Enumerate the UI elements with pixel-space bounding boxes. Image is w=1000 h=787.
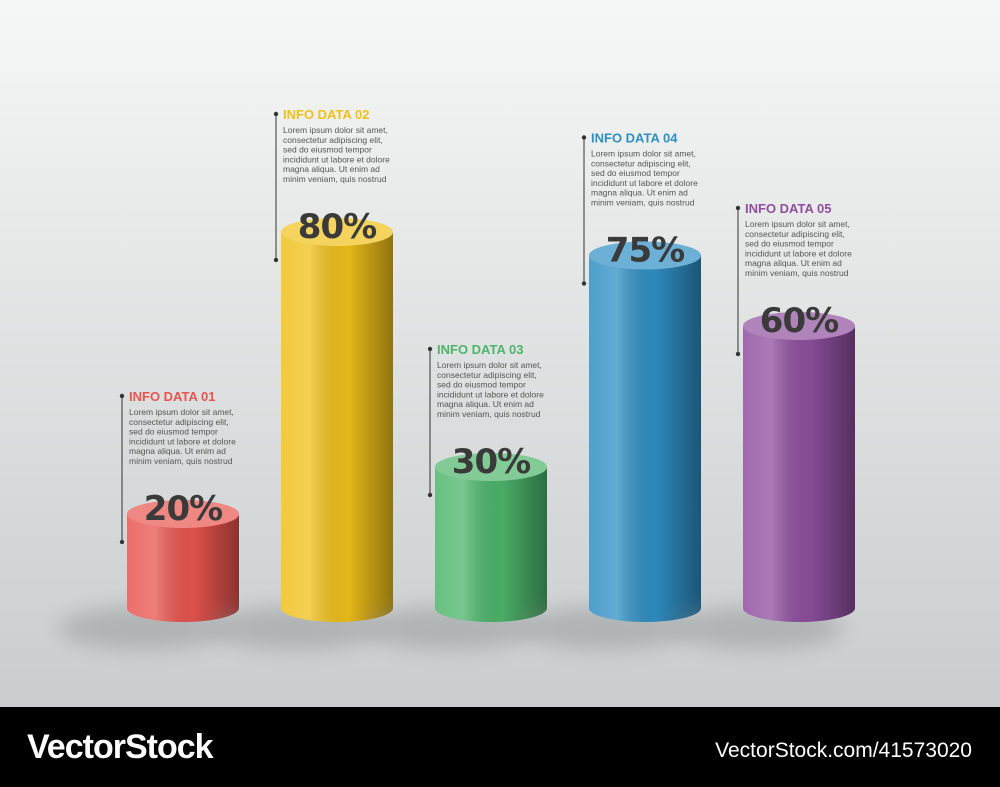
bar-top (435, 453, 547, 481)
description-line: minim veniam, quis nostrud (129, 456, 233, 466)
leader-dot (735, 205, 741, 211)
bar-top (127, 500, 239, 528)
description-line: incididunt ut labore et dolore (591, 178, 698, 188)
description-line: incididunt ut labore et dolore (283, 154, 390, 164)
description-line: incididunt ut labore et dolore (129, 436, 236, 446)
bar-shade (743, 326, 855, 622)
description-line: Lorem ipsum dolor sit amet, (591, 149, 696, 159)
bar-shade (127, 514, 239, 622)
bar-shade (435, 467, 547, 622)
brand: VectorStock (27, 728, 214, 766)
description-line: minim veniam, quis nostrud (745, 268, 849, 278)
bar-top (281, 218, 393, 246)
description-line: Lorem ipsum dolor sit amet, (437, 360, 542, 370)
description-line: minim veniam, quis nostrud (283, 174, 387, 184)
leader-dot (581, 135, 587, 140)
value-label: 30% (452, 442, 530, 482)
leader-dot (581, 281, 587, 286)
description-line: sed do eiusmod tempor (745, 239, 834, 249)
leader-dot (119, 539, 125, 545)
plot: 20% INFO DATA 01 Lorem ipsum dolor sit ame… (58, 107, 855, 650)
description-line: incididunt ut labore et dolore (745, 248, 852, 258)
value-label: 75% (606, 231, 684, 271)
leader-dot (427, 492, 433, 498)
bar-top-highlight (281, 218, 393, 246)
description-line: consectetur adipiscing elit, (437, 370, 537, 380)
value-label: 80% (298, 207, 376, 247)
description-line: sed do eiusmod tempor (129, 427, 218, 437)
category-label: INFO DATA 01 (129, 389, 215, 404)
description-line: consectetur adipiscing elit, (745, 229, 845, 239)
leader-dot (273, 257, 279, 263)
bar-top (743, 312, 855, 340)
bar-top-highlight (743, 312, 855, 340)
category-label: INFO DATA 02 (283, 107, 369, 122)
description-line: Lorem ipsum dolor sit amet, (745, 219, 850, 229)
leader-dot (427, 346, 433, 352)
image-id: VectorStock.com/41573020 (715, 739, 972, 762)
description-line: sed do eiusmod tempor (591, 168, 680, 178)
category-label: INFO DATA 04 (591, 131, 678, 146)
description-line: consectetur adipiscing elit, (283, 135, 383, 145)
description-line: Lorem ipsum dolor sit amet, (283, 125, 388, 135)
description-line: minim veniam, quis nostrud (437, 409, 541, 419)
description-line: consectetur adipiscing elit, (129, 417, 229, 427)
description-line: minim veniam, quis nostrud (591, 198, 695, 208)
value-label: 60% (760, 301, 838, 341)
bar-top-highlight (589, 241, 701, 270)
description-line: consectetur adipiscing elit, (591, 158, 691, 168)
category-label: INFO DATA 03 (437, 342, 523, 357)
description-line: magna aliqua. Ut enim ad (437, 399, 534, 409)
bar-shade (281, 232, 393, 622)
description-line: magna aliqua. Ut enim ad (283, 164, 380, 174)
bar-top-highlight (435, 453, 547, 481)
description-line: Lorem ipsum dolor sit amet, (129, 407, 234, 417)
description-line: incididunt ut labore et dolore (437, 389, 544, 399)
description-line: sed do eiusmod tempor (283, 145, 372, 155)
description-line: magna aliqua. Ut enim ad (591, 188, 688, 198)
description-line: magna aliqua. Ut enim ad (745, 258, 842, 268)
description-line: magna aliqua. Ut enim ad (129, 446, 226, 456)
bar-shade (589, 255, 701, 622)
value-label: 20% (144, 489, 222, 529)
leader-dot (273, 111, 279, 117)
bar-top (589, 241, 701, 270)
category-label: INFO DATA 05 (745, 201, 831, 216)
leader-dot (735, 351, 741, 357)
description-line: sed do eiusmod tempor (437, 380, 526, 390)
leader-dot (119, 393, 125, 399)
footer-band (0, 707, 1000, 787)
bar-top-highlight (127, 500, 239, 528)
